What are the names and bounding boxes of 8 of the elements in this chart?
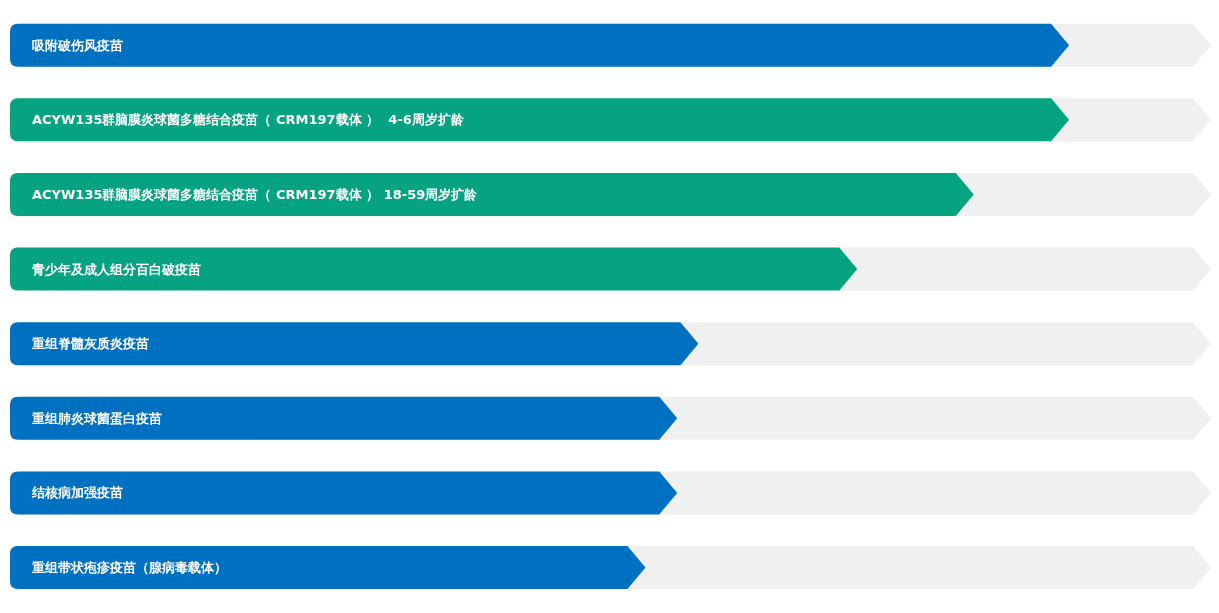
- y-tick-label: 结核病加强疫苗: [31, 485, 123, 501]
- y-tick-label: 青少年及成人组分百白破疫苗: [31, 261, 201, 277]
- y-tick-label: 重组带状疱疹疫苗（腺病毒载体）: [31, 560, 227, 576]
- y-tick-label: 重组肺炎球菌蛋白疫苗: [31, 410, 162, 426]
- y-tick-label: 吸附破伤风疫苗: [32, 37, 123, 53]
- y-tick-label: ACYW135群脑膜炎球菌多糖结合疫苗（ CRM197载体 ） 18-59周岁扩龄: [32, 186, 479, 202]
- y-tick-label: 重组脊髓灰质炎疫苗: [31, 336, 149, 352]
- y-tick-label: ACYW135群脑膜炎球菌多糖结合疫苗（ CRM197载体 ） 4-6周岁扩龄: [32, 112, 465, 128]
